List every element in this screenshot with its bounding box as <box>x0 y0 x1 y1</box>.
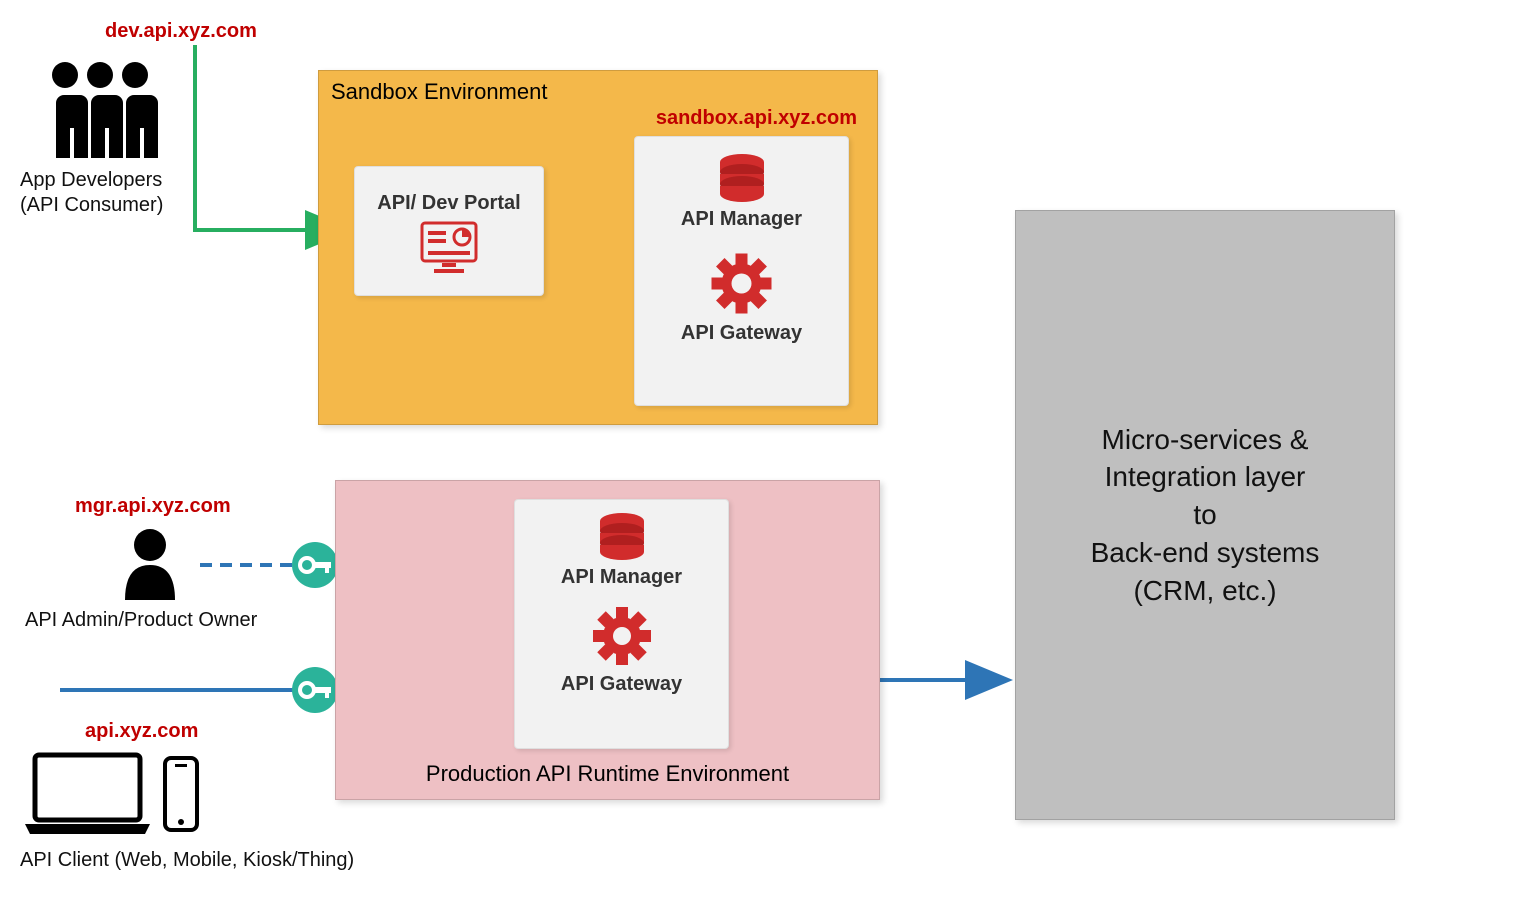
backend-box: Micro-services & Integration layer to Ba… <box>1015 210 1395 820</box>
dev-portal-label: API/ Dev Portal <box>377 192 520 215</box>
admin-icon <box>115 525 185 605</box>
prod-api-gateway-label: API Gateway <box>561 673 682 696</box>
backend-text: Micro-services & Integration layer to Ba… <box>1091 421 1320 610</box>
sandbox-url-label: sandbox.api.xyz.com <box>656 107 857 130</box>
dashboard-icon <box>414 221 484 276</box>
sandbox-stack-card: API Manager API Gateway <box>634 136 849 406</box>
sandbox-environment: Sandbox Environment sandbox.api.xyz.com … <box>318 70 878 425</box>
gear-icon <box>591 605 653 667</box>
production-environment: API Manager API Gateway Productio <box>335 480 880 800</box>
prod-api-manager-label: API Manager <box>561 566 682 589</box>
mgr-url-label: mgr.api.xyz.com <box>75 495 231 518</box>
database-icon <box>712 152 772 202</box>
dev-url-label: dev.api.xyz.com <box>105 20 257 43</box>
developers-icon <box>30 55 170 165</box>
database-icon <box>592 512 652 560</box>
key-circle-icon <box>290 665 340 715</box>
developers-caption: App Developers (API Consumer) <box>20 168 180 218</box>
devices-icon <box>25 750 205 840</box>
production-stack-card: API Manager API Gateway <box>514 499 729 749</box>
key-circle-icon <box>290 540 340 590</box>
admin-caption: API Admin/Product Owner <box>25 608 285 633</box>
sandbox-title: Sandbox Environment <box>319 71 877 109</box>
production-title: Production API Runtime Environment <box>336 755 879 795</box>
gear-icon <box>709 251 774 316</box>
architecture-diagram: dev.api.xyz.com App Developers (API Cons… <box>0 0 1538 902</box>
client-url-label: api.xyz.com <box>85 720 198 743</box>
dev-portal-card: API/ Dev Portal <box>354 166 544 296</box>
sandbox-api-gateway-label: API Gateway <box>681 322 802 345</box>
client-caption: API Client (Web, Mobile, Kiosk/Thing) <box>20 848 380 873</box>
sandbox-api-manager-label: API Manager <box>681 208 802 231</box>
